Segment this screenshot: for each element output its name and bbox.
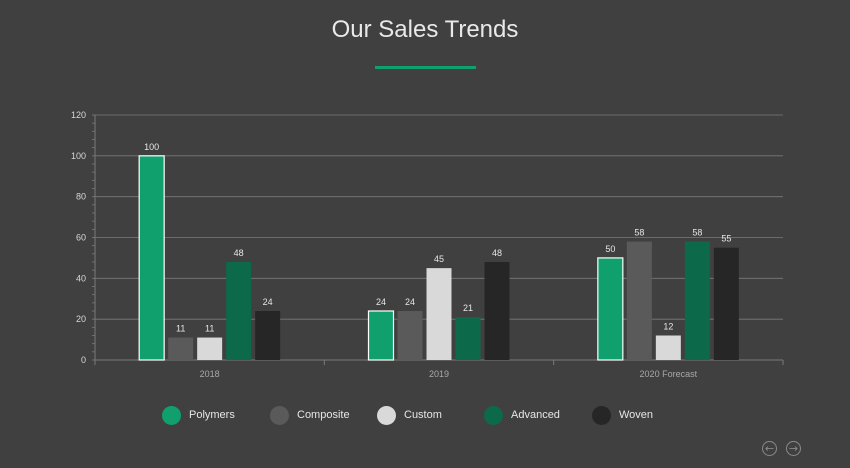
data-label: 55 <box>721 234 731 244</box>
bar-custom <box>426 268 452 360</box>
data-label: 100 <box>144 142 159 152</box>
data-label: 24 <box>263 297 273 307</box>
legend-swatch <box>162 405 181 425</box>
data-label: 50 <box>605 244 615 254</box>
title-underline <box>375 66 476 69</box>
data-label: 11 <box>205 324 214 334</box>
data-label: 12 <box>663 322 673 332</box>
data-label: 11 <box>176 324 185 334</box>
y-tick-label: 120 <box>71 110 86 120</box>
bar-polymers <box>597 257 624 361</box>
data-label: 24 <box>405 297 415 307</box>
bar-chart: 0 20 40 60 80 100 120 2018 2019 2020 Forecast 100… <box>71 110 784 379</box>
bar-composite <box>626 241 652 360</box>
prev-arrow-icon[interactable]: ← <box>762 441 777 456</box>
y-tick-label: 40 <box>76 273 86 283</box>
bar-advanced <box>455 317 481 360</box>
data-label: 48 <box>234 248 244 258</box>
bar-woven <box>713 247 739 360</box>
legend-label: Advanced <box>511 409 560 421</box>
legend-swatch <box>377 405 396 425</box>
legend-label: Custom <box>404 409 442 421</box>
bar-woven <box>484 262 510 360</box>
y-tick-label: 0 <box>81 355 86 365</box>
bar-polymers <box>367 310 395 361</box>
data-label: 58 <box>634 228 644 238</box>
bar-custom <box>197 337 223 360</box>
legend-swatch <box>484 405 503 425</box>
legend-item-woven: Woven <box>592 404 653 426</box>
data-labels: 100 11 11 48 24 24 24 45 21 48 50 58 12 58 55 <box>144 142 731 334</box>
legend-item-polymers: Polymers <box>162 404 235 426</box>
y-tick-label: 80 <box>76 192 86 202</box>
legend-item-custom: Custom <box>377 404 442 426</box>
legend-swatch <box>270 405 289 425</box>
legend-item-composite: Composite <box>270 404 350 426</box>
data-label: 24 <box>376 297 386 307</box>
chart-title: Our Sales Trends <box>331 16 519 43</box>
x-category-label: 2018 <box>200 369 220 379</box>
bar-composite <box>168 337 194 360</box>
bar-woven <box>255 311 281 360</box>
x-category-label: 2019 <box>429 369 449 379</box>
data-label: 58 <box>692 228 702 238</box>
legend-label: Woven <box>619 409 654 421</box>
y-tick-label: 100 <box>71 151 86 161</box>
x-category-label: 2020 Forecast <box>640 369 698 379</box>
data-label: 48 <box>492 248 502 258</box>
bar-advanced <box>684 241 710 360</box>
y-tick-label: 20 <box>76 314 86 324</box>
next-arrow-icon[interactable]: → <box>786 441 801 456</box>
bar-polymers <box>138 155 165 361</box>
bar-composite <box>397 311 423 360</box>
legend-label: Composite <box>297 409 350 421</box>
legend-label: Polymers <box>189 409 235 421</box>
bar-advanced <box>226 262 252 360</box>
data-label: 45 <box>434 254 444 264</box>
data-label: 21 <box>463 303 473 313</box>
y-tick-label: 60 <box>76 233 86 243</box>
legend-item-advanced: Advanced <box>484 404 560 426</box>
legend-swatch <box>592 405 611 425</box>
bars <box>138 155 739 361</box>
bar-custom <box>655 335 681 360</box>
